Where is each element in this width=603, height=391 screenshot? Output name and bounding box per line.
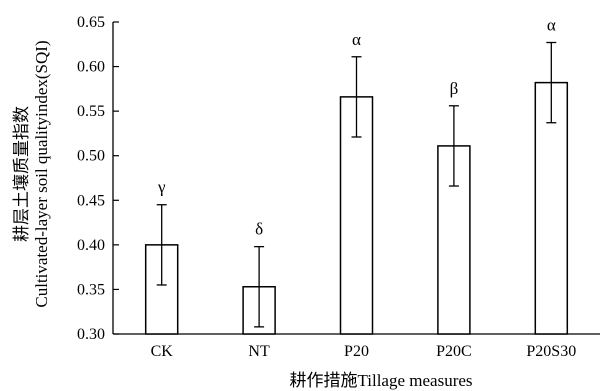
y-tick-label-6: 0.60 <box>77 59 105 76</box>
y-axis-label: 耕层土壤质量指数 Cultivated-layer soil qualityin… <box>11 40 51 307</box>
significance-label-NT: δ <box>255 220 263 239</box>
significance-label-CK: γ <box>157 178 166 197</box>
y-tick-label-7: 0.65 <box>77 14 105 31</box>
significance-label-P20C: β <box>450 79 459 98</box>
significance-label-P20: α <box>352 30 361 49</box>
x-tick-label-P20: P20 <box>344 343 369 360</box>
y-tick-label-2: 0.40 <box>77 237 105 254</box>
y-tick-label-4: 0.50 <box>77 148 105 165</box>
x-tick-label-P20C: P20C <box>436 343 472 360</box>
x-tick-label-NT: NT <box>248 343 270 360</box>
x-tick-label-CK: CK <box>151 343 174 360</box>
bar-P20S30 <box>534 81 569 335</box>
y-tick-label-0: 0.30 <box>77 326 105 343</box>
y-axis-label-cn: 耕层土壤质量指数 <box>11 106 31 242</box>
x-tick-label-P20S30: P20S30 <box>526 343 576 360</box>
x-axis-label: 耕作措施Tillage measures <box>289 371 472 390</box>
significance-label-P20S30: α <box>547 16 556 35</box>
y-tick-label-1: 0.35 <box>77 281 105 298</box>
y-axis-label-en: Cultivated-layer soil qualityindex(SQI) <box>32 40 51 307</box>
plot-area: 0.30 0.35 0.40 0.45 0.50 0.55 0.60 0.65 γ CK δ NT α P… <box>77 14 600 360</box>
y-tick-label-5: 0.55 <box>77 103 105 120</box>
y-tick-label-3: 0.45 <box>77 192 105 209</box>
